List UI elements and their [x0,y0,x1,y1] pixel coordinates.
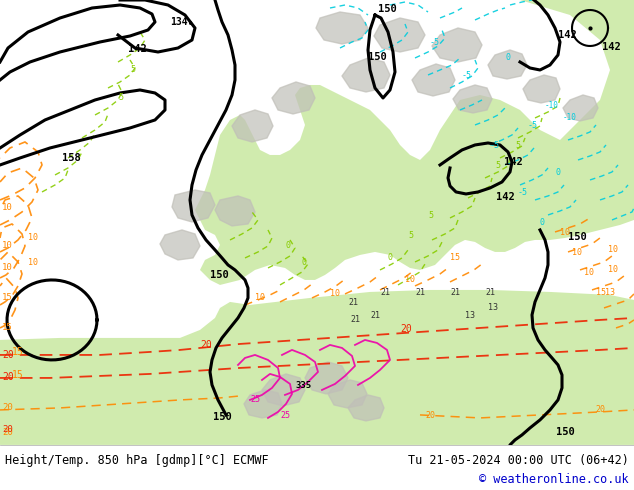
Polygon shape [523,75,560,103]
Text: 15: 15 [596,288,606,297]
Text: 21: 21 [380,288,390,297]
Polygon shape [232,110,273,142]
Text: -5: -5 [528,121,538,130]
Text: 25: 25 [250,395,260,404]
Text: 10: 10 [572,248,582,257]
Text: 20: 20 [200,340,212,350]
Text: 20: 20 [2,372,14,382]
Text: 150: 150 [378,4,397,14]
Text: 10: 10 [255,293,265,302]
Text: 20: 20 [2,425,13,434]
Text: 142: 142 [128,44,146,54]
Text: 5: 5 [495,161,500,170]
Polygon shape [412,64,455,96]
Text: 10: 10 [330,289,340,298]
Text: 5: 5 [118,93,123,102]
Polygon shape [432,28,482,62]
Text: 134₀: 134₀ [170,17,193,27]
Text: 15: 15 [2,293,13,302]
Text: 15: 15 [12,370,23,380]
Text: 21: 21 [348,298,358,307]
Polygon shape [262,374,305,406]
Polygon shape [374,18,425,52]
Text: 10: 10 [28,258,38,267]
Polygon shape [272,82,315,114]
Text: 0: 0 [302,258,307,267]
Text: 150: 150 [568,232,586,242]
Polygon shape [172,190,215,222]
Text: 10: 10 [2,203,13,212]
Text: 0: 0 [388,253,393,262]
Text: 20: 20 [2,403,13,412]
Polygon shape [244,390,282,418]
Text: -5: -5 [462,71,472,80]
Text: © weatheronline.co.uk: © weatheronline.co.uk [479,473,629,486]
Text: 10: 10 [28,233,38,242]
Text: 21: 21 [485,288,495,297]
Text: -10: -10 [563,113,577,122]
Text: 10: 10 [584,268,594,277]
Text: -5: -5 [518,188,528,197]
Text: 13: 13 [605,288,615,297]
Text: 15: 15 [450,253,460,262]
Text: 142: 142 [602,42,621,52]
Text: 5: 5 [515,141,520,150]
Text: 142: 142 [504,157,523,167]
Text: 150: 150 [213,412,232,422]
Polygon shape [563,95,598,121]
Text: 21: 21 [350,315,360,324]
Text: 0: 0 [555,168,560,177]
Text: 13: 13 [465,311,475,320]
Text: 21: 21 [370,311,380,320]
Text: -5: -5 [430,38,440,47]
Polygon shape [348,395,384,421]
Text: 5: 5 [428,211,433,220]
Text: 20: 20 [595,405,605,414]
Text: 15: 15 [12,347,23,357]
Text: 150: 150 [368,52,387,62]
Text: 0: 0 [285,241,290,250]
Polygon shape [305,362,348,394]
Polygon shape [342,58,390,92]
Text: 142: 142 [496,192,515,202]
Polygon shape [215,196,255,226]
Text: Height/Temp. 850 hPa [gdmp][°C] ECMWF: Height/Temp. 850 hPa [gdmp][°C] ECMWF [5,454,269,467]
Text: 10: 10 [560,228,570,237]
Text: 5: 5 [130,65,135,74]
Text: 20: 20 [2,350,14,360]
Polygon shape [316,12,368,44]
Text: 15: 15 [2,323,13,332]
Text: 335: 335 [295,381,311,390]
Text: 150: 150 [556,427,575,437]
Text: 20: 20 [2,428,13,437]
Text: -10: -10 [545,101,559,110]
Text: 158: 158 [62,153,81,163]
Text: 5: 5 [408,231,413,240]
Text: -5: -5 [490,141,500,150]
Text: 150: 150 [210,270,229,280]
Polygon shape [0,290,634,445]
Text: 10: 10 [2,241,13,250]
Text: 21: 21 [450,288,460,297]
Text: 20: 20 [400,324,411,334]
Polygon shape [453,85,492,113]
Polygon shape [488,50,527,79]
Text: 0: 0 [540,218,545,227]
Polygon shape [328,380,367,408]
Text: 25: 25 [280,411,290,420]
Text: 21: 21 [415,288,425,297]
Text: 10: 10 [608,245,618,254]
Text: Tu 21-05-2024 00:00 UTC (06+42): Tu 21-05-2024 00:00 UTC (06+42) [408,454,629,467]
Text: 10: 10 [405,275,415,284]
Text: 20: 20 [425,411,435,420]
Text: 142: 142 [558,30,577,40]
Text: 10: 10 [2,263,13,272]
Text: 0: 0 [505,53,510,62]
Polygon shape [160,230,200,260]
Polygon shape [195,0,634,285]
Text: 13: 13 [488,303,498,312]
Text: 10: 10 [608,265,618,274]
